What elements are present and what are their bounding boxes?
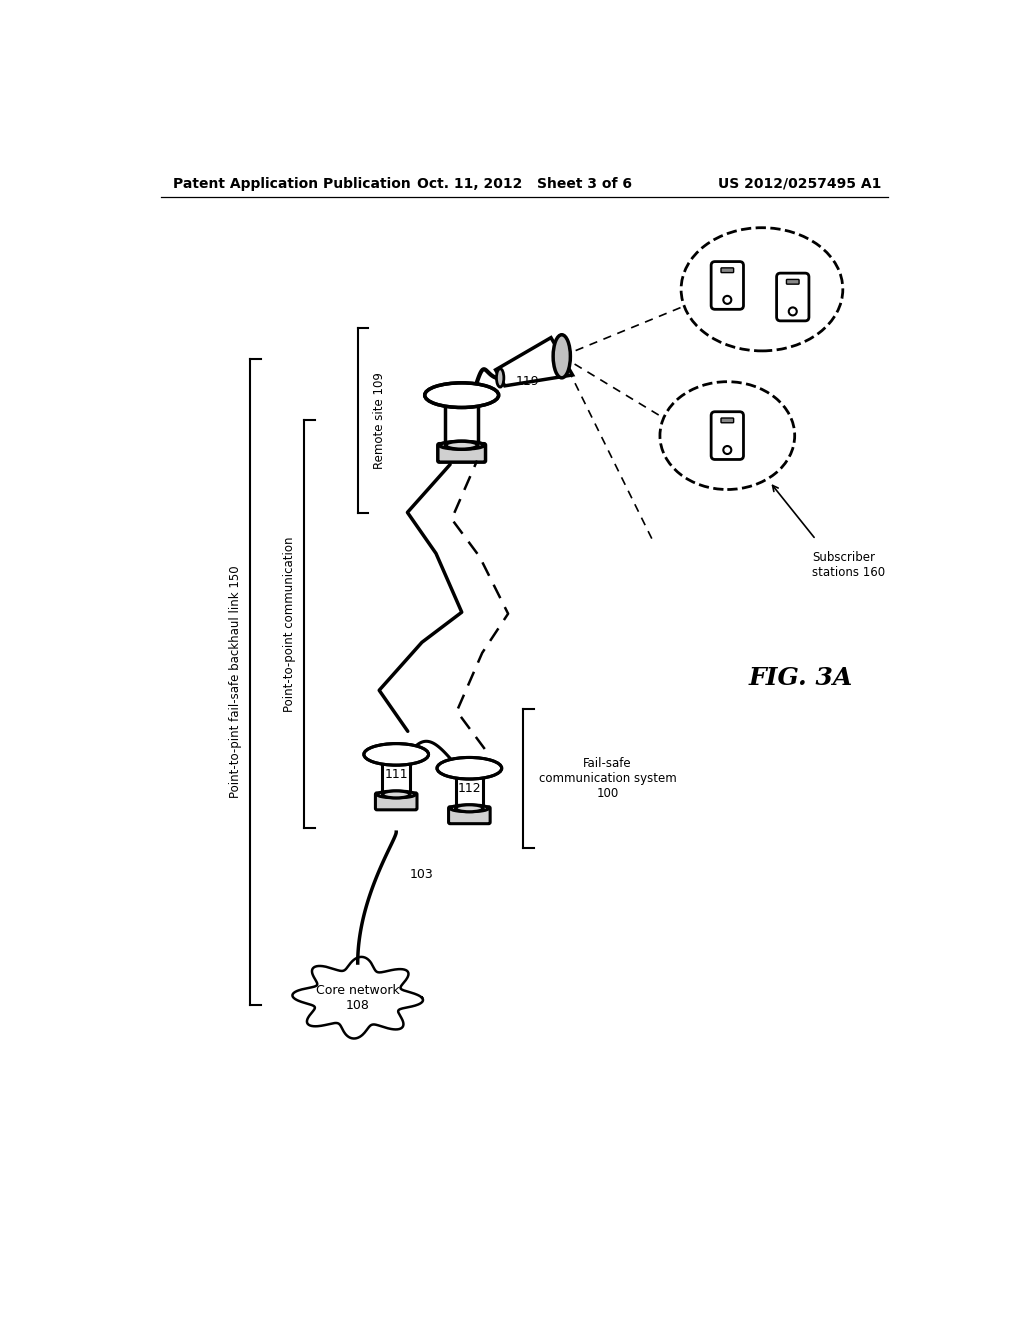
Text: FIG. 3A: FIG. 3A xyxy=(749,667,853,690)
Ellipse shape xyxy=(425,383,499,408)
Polygon shape xyxy=(496,338,572,385)
Circle shape xyxy=(723,296,731,304)
Ellipse shape xyxy=(382,791,410,797)
FancyBboxPatch shape xyxy=(711,261,743,309)
Ellipse shape xyxy=(430,391,494,408)
Ellipse shape xyxy=(456,805,483,812)
Ellipse shape xyxy=(681,228,843,351)
Circle shape xyxy=(788,308,797,315)
Bar xyxy=(382,755,410,795)
FancyBboxPatch shape xyxy=(776,273,809,321)
Text: Patent Application Publication: Patent Application Publication xyxy=(173,177,411,191)
FancyBboxPatch shape xyxy=(449,807,490,824)
Ellipse shape xyxy=(364,743,429,766)
Ellipse shape xyxy=(369,750,424,766)
Text: Subscriber
stations 160: Subscriber stations 160 xyxy=(812,552,885,579)
FancyBboxPatch shape xyxy=(711,412,743,459)
Ellipse shape xyxy=(382,750,410,759)
Text: 119: 119 xyxy=(515,375,539,388)
Polygon shape xyxy=(293,957,423,1039)
Text: Oct. 11, 2012   Sheet 3 of 6: Oct. 11, 2012 Sheet 3 of 6 xyxy=(418,177,632,191)
Ellipse shape xyxy=(451,805,488,812)
FancyBboxPatch shape xyxy=(721,418,733,422)
Bar xyxy=(445,395,478,445)
Text: 112: 112 xyxy=(458,781,481,795)
Ellipse shape xyxy=(377,791,416,797)
Ellipse shape xyxy=(553,335,570,378)
Ellipse shape xyxy=(497,368,504,387)
Ellipse shape xyxy=(456,764,483,772)
Text: Remote site 109: Remote site 109 xyxy=(373,372,386,469)
FancyBboxPatch shape xyxy=(438,444,485,462)
Text: Fail-safe
communication system
100: Fail-safe communication system 100 xyxy=(539,756,677,800)
Ellipse shape xyxy=(445,441,478,449)
FancyBboxPatch shape xyxy=(786,280,799,284)
Text: Core network
108: Core network 108 xyxy=(315,983,399,1011)
Text: US 2012/0257495 A1: US 2012/0257495 A1 xyxy=(718,177,882,191)
Text: Point-to-point communication: Point-to-point communication xyxy=(283,536,296,711)
Bar xyxy=(456,768,483,808)
Text: 103: 103 xyxy=(410,869,434,880)
Ellipse shape xyxy=(437,758,502,779)
FancyBboxPatch shape xyxy=(721,268,733,273)
Ellipse shape xyxy=(659,381,795,490)
Circle shape xyxy=(723,446,731,454)
Ellipse shape xyxy=(445,391,478,400)
Ellipse shape xyxy=(442,764,497,779)
Text: Point-to-pint fail-safe backhaul link 150: Point-to-pint fail-safe backhaul link 15… xyxy=(229,566,243,799)
Text: 111: 111 xyxy=(384,768,408,781)
Ellipse shape xyxy=(439,441,484,449)
FancyBboxPatch shape xyxy=(376,793,417,810)
